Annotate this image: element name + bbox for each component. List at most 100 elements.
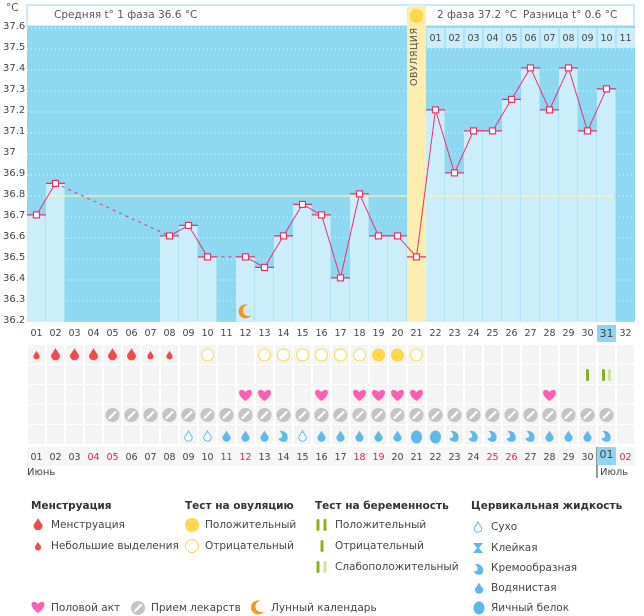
calendar-date-label[interactable]: 01	[30, 452, 43, 463]
calendar-date-label[interactable]: 14	[277, 452, 290, 463]
legend-moon: Лунный календарь	[271, 602, 377, 614]
fluid-creamy-icon	[487, 430, 497, 442]
calendar-date-label[interactable]: 20	[391, 452, 404, 463]
fluid-watery-icon	[260, 430, 269, 442]
calendar-date-label[interactable]: 08	[163, 452, 176, 463]
temperature-point	[184, 221, 193, 229]
post-ovulation-day-label: 09	[581, 33, 594, 44]
calendar-date-label[interactable]: 28	[543, 452, 556, 463]
calendar-date-label[interactable]: 12	[239, 452, 252, 463]
row-cell	[123, 425, 140, 444]
row-cell	[161, 385, 178, 404]
row-cell	[28, 425, 45, 444]
temperature-line-segment	[587, 88, 607, 132]
calendar-date-label[interactable]: 19	[372, 452, 385, 463]
row-cell	[28, 385, 45, 404]
y-axis-tick-label: 37.1	[3, 126, 26, 137]
calendar-date-label[interactable]: 17	[334, 452, 347, 463]
temperature-bar	[293, 204, 312, 322]
calendar-date-label[interactable]: 10	[201, 452, 214, 463]
row-cell	[560, 385, 577, 404]
pill-icon	[409, 408, 424, 422]
calendar-date-label[interactable]: 21	[410, 452, 423, 463]
legend-ovulation-negative-icon	[185, 539, 199, 553]
menstruation-spotting-icon	[166, 350, 173, 360]
calendar-date-label[interactable]: 27	[524, 452, 537, 463]
ovulation-test-negative-icon	[258, 348, 271, 362]
moon-icon	[238, 304, 252, 319]
ovulation-test-negative-icon	[315, 348, 328, 362]
ovulation-test-negative-icon	[277, 348, 290, 362]
row-cell	[28, 405, 45, 424]
temperature-bar	[236, 256, 255, 322]
legend-pregnancy-weak-icon	[323, 561, 327, 573]
calendar-date-label[interactable]: 02	[619, 452, 632, 463]
y-axis-tick-label: 36.4	[3, 273, 26, 284]
calendar-date-label[interactable]: 29	[562, 452, 575, 463]
calendar-date-label[interactable]: 30	[581, 452, 594, 463]
row-cell	[427, 365, 444, 384]
calendar-date-label[interactable]: 22	[429, 452, 442, 463]
y-axis-tick-label: 37.6	[3, 21, 26, 32]
month-june: Июнь	[27, 467, 56, 478]
calendar-date-label[interactable]: 04	[87, 452, 100, 463]
temperature-line-segment	[568, 67, 588, 132]
calendar-date-label[interactable]: 03	[68, 452, 81, 463]
row-cell	[161, 425, 178, 444]
calendar-date-label[interactable]: 05	[106, 452, 119, 463]
temperature-bar	[274, 235, 293, 322]
post-ovulation-day-label: 04	[486, 33, 499, 44]
calendar-date-label[interactable]: 25	[486, 452, 499, 463]
row-cell	[370, 365, 387, 384]
row-cell	[218, 365, 235, 384]
cycle-day-label: 06	[125, 328, 138, 339]
y-axis-tick-label: 36.8	[3, 189, 26, 200]
pill-icon	[143, 408, 158, 422]
calendar-date-label[interactable]: 01	[597, 447, 616, 465]
calendar-date-label[interactable]: 02	[49, 452, 62, 463]
legend-pregnancy-positive-icon	[316, 519, 320, 531]
cycle-day-label: 07	[144, 328, 157, 339]
fluid-watery-icon	[545, 430, 554, 442]
fluid-creamy-icon	[278, 430, 288, 442]
calendar-date-label[interactable]: 26	[505, 452, 518, 463]
temperature-point	[279, 232, 288, 240]
y-axis-tick-label: 36.3	[3, 294, 26, 305]
calendar-date-label[interactable]: 09	[182, 452, 195, 463]
pill-icon	[466, 408, 481, 422]
temperature-bar	[312, 214, 331, 322]
temperature-bar	[198, 256, 217, 322]
row-cell	[142, 365, 159, 384]
calendar-date-label[interactable]: 23	[448, 452, 461, 463]
calendar-date-label[interactable]: 13	[258, 452, 271, 463]
row-cell	[617, 405, 634, 424]
pill-icon	[257, 408, 272, 422]
calendar-date-label[interactable]: 24	[467, 452, 480, 463]
cycle-day-label: 31	[597, 325, 616, 342]
menstruation-heavy-icon	[51, 348, 60, 361]
calendar-date-label[interactable]: 15	[296, 452, 309, 463]
calendar-date-label[interactable]: 07	[144, 452, 157, 463]
legend-menstruation-title: Менструация	[31, 500, 112, 512]
calendar-date-label[interactable]: 16	[315, 452, 328, 463]
legend-menstruation-icon	[33, 518, 43, 531]
calendar-date-label[interactable]: 18	[353, 452, 366, 463]
row-cell	[28, 365, 45, 384]
row-cell	[199, 385, 216, 404]
pregnancy-test-negative-icon	[586, 369, 589, 381]
legend-ovulation-positive-icon	[185, 518, 199, 532]
post-ovulation-day-label: 01	[429, 33, 442, 44]
ovulation-band	[407, 5, 426, 322]
temperature-point	[564, 64, 573, 72]
calendar-date-label[interactable]: 06	[125, 452, 138, 463]
row-cell	[332, 365, 349, 384]
row-cell	[85, 425, 102, 444]
sex-icon	[258, 389, 271, 401]
row-cell	[85, 385, 102, 404]
cycle-day-label: 01	[30, 328, 43, 339]
calendar-date-label[interactable]: 11	[220, 452, 233, 463]
temperature-line-segment	[549, 67, 569, 111]
row-cell	[484, 365, 501, 384]
temperature-bar	[502, 99, 521, 323]
post-ovulation-day-label: 07	[543, 33, 556, 44]
